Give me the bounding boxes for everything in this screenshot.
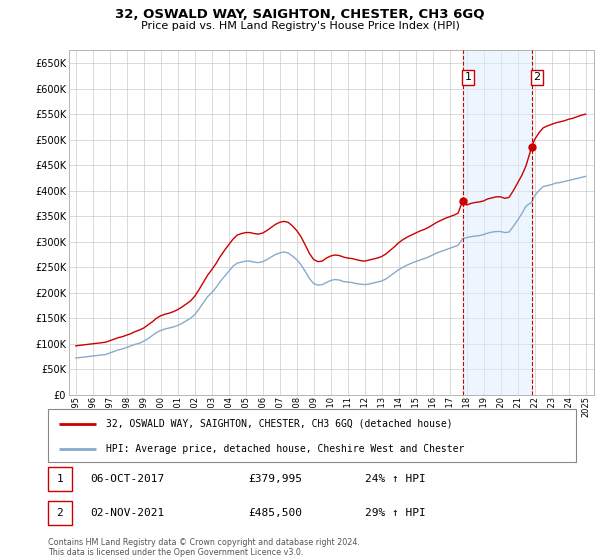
Text: Contains HM Land Registry data © Crown copyright and database right 2024.
This d: Contains HM Land Registry data © Crown c… <box>48 538 360 557</box>
Text: £485,500: £485,500 <box>248 508 302 518</box>
FancyBboxPatch shape <box>48 501 72 525</box>
Text: 32, OSWALD WAY, SAIGHTON, CHESTER, CH3 6GQ: 32, OSWALD WAY, SAIGHTON, CHESTER, CH3 6… <box>115 8 485 21</box>
Text: 06-OCT-2017: 06-OCT-2017 <box>90 474 164 484</box>
Text: 1: 1 <box>56 474 63 484</box>
Text: HPI: Average price, detached house, Cheshire West and Chester: HPI: Average price, detached house, Ches… <box>106 444 464 454</box>
Bar <box>463 50 532 395</box>
Text: 24% ↑ HPI: 24% ↑ HPI <box>365 474 425 484</box>
Text: 1: 1 <box>464 72 472 82</box>
Text: Price paid vs. HM Land Registry's House Price Index (HPI): Price paid vs. HM Land Registry's House … <box>140 21 460 31</box>
Text: 32, OSWALD WAY, SAIGHTON, CHESTER, CH3 6GQ (detached house): 32, OSWALD WAY, SAIGHTON, CHESTER, CH3 6… <box>106 419 453 429</box>
FancyBboxPatch shape <box>48 409 576 462</box>
Text: 02-NOV-2021: 02-NOV-2021 <box>90 508 164 518</box>
FancyBboxPatch shape <box>48 466 72 491</box>
Text: 29% ↑ HPI: 29% ↑ HPI <box>365 508 425 518</box>
Text: 2: 2 <box>533 72 541 82</box>
Text: £379,995: £379,995 <box>248 474 302 484</box>
Text: 2: 2 <box>56 508 63 518</box>
